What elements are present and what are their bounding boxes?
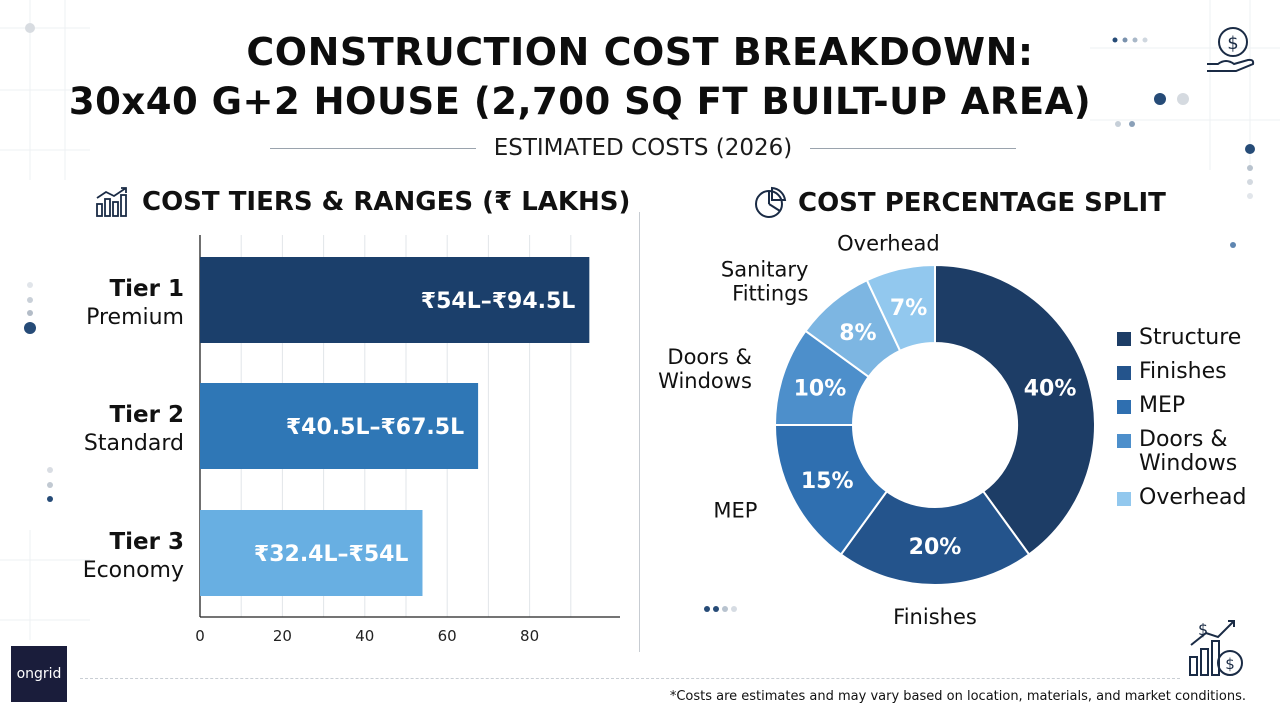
decorative-dots	[704, 606, 737, 612]
slice-category-label: Sanitary	[721, 258, 809, 282]
x-tick-label: 80	[520, 627, 539, 645]
x-tick-label: 60	[438, 627, 457, 645]
bar-chart-heading: COST TIERS & RANGES (₹ LAKHS)	[94, 186, 630, 218]
legend-item: MEP	[1117, 394, 1259, 418]
section-divider	[639, 212, 640, 652]
category-label: Tier 2	[109, 402, 184, 428]
category-label: Tier 1	[109, 276, 184, 302]
svg-text:$: $	[1198, 620, 1208, 639]
footnote: *Costs are estimates and may vary based …	[669, 689, 1246, 704]
page-title-line1: CONSTRUCTION COST BREAKDOWN:	[246, 30, 1034, 74]
subtitle-rule-left	[270, 147, 476, 149]
donut-chart: 40% 20% Finishes 15% MEP 10% Doors &Windows 8% S…	[658, 231, 1096, 629]
bar-data-label: ₹32.4L–₹54L	[254, 542, 409, 567]
legend-item: Overhead	[1117, 486, 1259, 510]
bar-tier-3	[200, 510, 423, 596]
bar-tier-1	[200, 257, 590, 343]
legend-item: Structure	[1117, 326, 1259, 350]
legend-label: Structure	[1139, 325, 1242, 350]
brand-logo-text: ongrid	[16, 666, 62, 682]
slice-category-label: Doors &	[667, 345, 752, 369]
slice-percent-label: 20%	[909, 535, 962, 560]
legend-label: Finishes	[1139, 359, 1227, 384]
category-sublabel: Premium	[86, 305, 184, 330]
slice-percent-label: 10%	[794, 377, 847, 402]
legend-label: MEP	[1139, 393, 1186, 418]
legend-swatch	[1117, 366, 1131, 380]
donut-slice-overhead	[865, 263, 936, 353]
bar-data-label: ₹54L–₹94.5L	[421, 289, 576, 314]
slice-category-label: Windows	[658, 369, 752, 393]
slice-category-label: MEP	[713, 498, 757, 522]
x-tick-label: 20	[273, 627, 292, 645]
subtitle-row: ESTIMATED COSTS (2026)	[270, 133, 1016, 163]
legend-swatch	[1117, 400, 1131, 414]
slice-category-label: Fittings	[732, 282, 808, 306]
category-label: Tier 3	[109, 529, 184, 555]
hand-money-icon: $	[1207, 27, 1255, 72]
money-growth-icon: $ $	[1189, 620, 1243, 676]
slice-percent-label: 40%	[1024, 377, 1077, 402]
slice-percent-label: 15%	[801, 469, 854, 494]
bar-chart-title: COST TIERS & RANGES (₹ LAKHS)	[142, 187, 631, 217]
svg-text:$: $	[1225, 655, 1235, 673]
bar-tier-2	[200, 383, 479, 469]
x-tick-label: 0	[195, 627, 205, 645]
svg-text:$: $	[1227, 33, 1238, 54]
pie-chart-heading: COST PERCENTAGE SPLIT	[752, 186, 1166, 220]
donut-legend: Structure Finishes MEP Doors & Windows Overh…	[1117, 326, 1259, 520]
slice-percent-label: 7%	[890, 296, 927, 321]
legend-swatch	[1117, 332, 1131, 346]
slice-category-label: Finishes	[893, 605, 977, 629]
slice-category-label: Overhead	[837, 231, 940, 255]
bar-chart: ₹54L–₹94.5L Tier 1 Premium ₹40.5L–₹67.5L Tie…	[83, 235, 620, 645]
legend-label: Overhead	[1139, 485, 1247, 510]
category-sublabel: Standard	[84, 431, 184, 456]
bar-data-label: ₹40.5L–₹67.5L	[286, 415, 464, 440]
subtitle-rule-right	[810, 147, 1016, 149]
legend-item: Finishes	[1117, 360, 1259, 384]
bar-chart-icon	[96, 187, 127, 217]
page-title-line2: 30x40 G+2 HOUSE (2,700 SQ FT BUILT-UP AR…	[68, 80, 1092, 123]
legend-label: Doors & Windows	[1139, 427, 1238, 476]
legend-swatch	[1117, 434, 1131, 448]
category-sublabel: Economy	[83, 558, 184, 583]
pie-chart-title: COST PERCENTAGE SPLIT	[798, 188, 1166, 218]
subtitle: ESTIMATED COSTS (2026)	[493, 135, 793, 161]
donut-slice-structure	[934, 263, 1096, 556]
legend-swatch	[1117, 492, 1131, 506]
donut-slice-finishes	[839, 489, 1031, 587]
brand-logo: ongrid	[11, 646, 67, 702]
x-tick-label: 40	[355, 627, 374, 645]
slice-percent-label: 8%	[839, 321, 876, 346]
pie-chart-icon	[755, 186, 787, 218]
footer-rule	[80, 678, 1180, 679]
legend-item: Doors & Windows	[1117, 428, 1259, 476]
